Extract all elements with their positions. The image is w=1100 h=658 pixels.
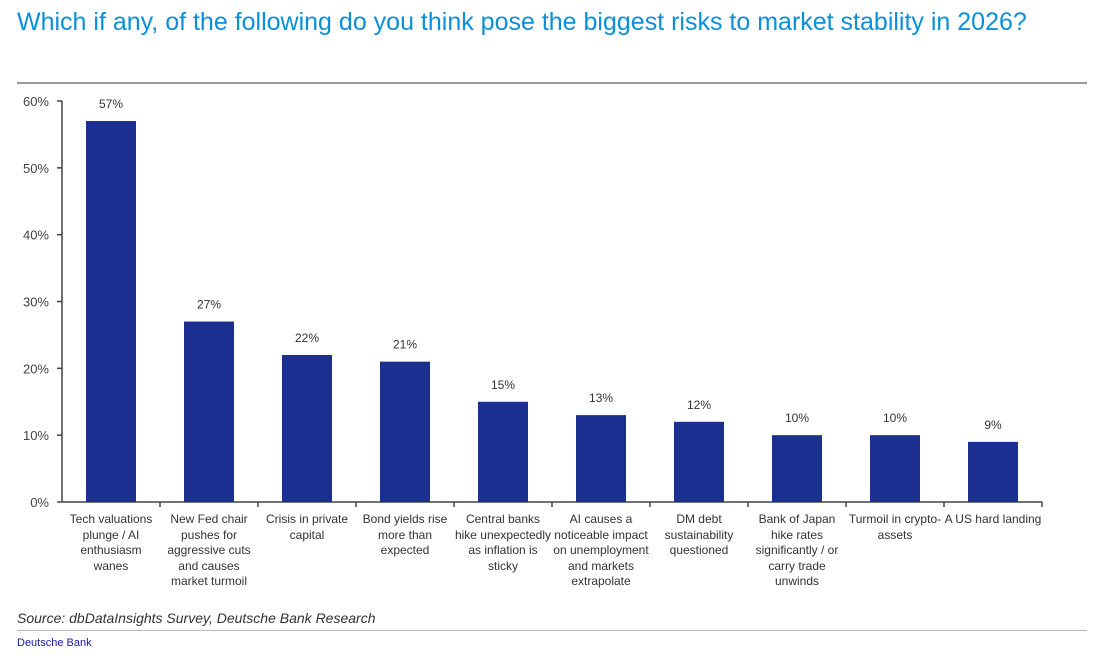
data-label: 9%	[984, 418, 1002, 432]
x-tick-label: DM debt sustainability questioned	[664, 512, 734, 557]
bar	[86, 121, 136, 503]
bar	[478, 401, 528, 502]
y-tick-label: 10%	[23, 428, 49, 443]
data-label: 57%	[99, 97, 123, 111]
bar	[380, 361, 430, 502]
x-tick-label: AI causes a noticeable impact on unemplo…	[553, 512, 649, 588]
data-label: 10%	[883, 411, 907, 425]
bar	[870, 435, 920, 502]
brand-label: Deutsche Bank	[17, 637, 92, 649]
x-tick-label: Tech valuations plunge / AI enthusiasm w…	[69, 512, 153, 573]
bar	[674, 421, 724, 502]
data-label: 12%	[687, 398, 711, 412]
chart-title: Which if any, of the following do you th…	[17, 8, 1027, 36]
y-tick-label: 0%	[30, 495, 49, 510]
footer-divider	[17, 630, 1087, 631]
x-tick-label: Turmoil in crypto-assets	[848, 512, 942, 542]
bar	[772, 435, 822, 502]
data-label: 27%	[197, 298, 221, 312]
bar	[184, 321, 234, 502]
x-tick-label: New Fed chair pushes for aggressive cuts…	[167, 512, 251, 588]
bar	[968, 441, 1018, 502]
x-tick-label: Bank of Japan hike rates significantly /…	[755, 512, 839, 588]
source-note: Source: dbDataInsights Survey, Deutsche …	[17, 610, 376, 626]
title-divider	[17, 82, 1087, 84]
bar-chart: 0% 10% 20% 30% 40% 50% 60% 57% 27% 22% 21% 15% 13% 12…	[23, 94, 1043, 510]
data-label: 13%	[589, 391, 613, 405]
y-tick-label: 30%	[23, 295, 49, 310]
x-tick-label: Central banks hike unexpectedly as infla…	[454, 512, 552, 573]
data-label: 15%	[491, 378, 515, 392]
bar	[282, 354, 332, 502]
y-tick-label: 40%	[23, 228, 49, 243]
x-tick-label: Crisis in private capital	[265, 512, 349, 542]
data-label: 22%	[295, 331, 319, 345]
x-tick-label: A US hard landing	[944, 512, 1042, 526]
data-label: 10%	[785, 411, 809, 425]
y-tick-label: 20%	[23, 361, 49, 376]
y-tick-label: 50%	[23, 161, 49, 176]
data-label: 21%	[393, 338, 417, 352]
y-tick-label: 60%	[23, 94, 49, 109]
bar	[576, 415, 626, 502]
x-tick-label: Bond yields rise more than expected	[362, 512, 448, 557]
